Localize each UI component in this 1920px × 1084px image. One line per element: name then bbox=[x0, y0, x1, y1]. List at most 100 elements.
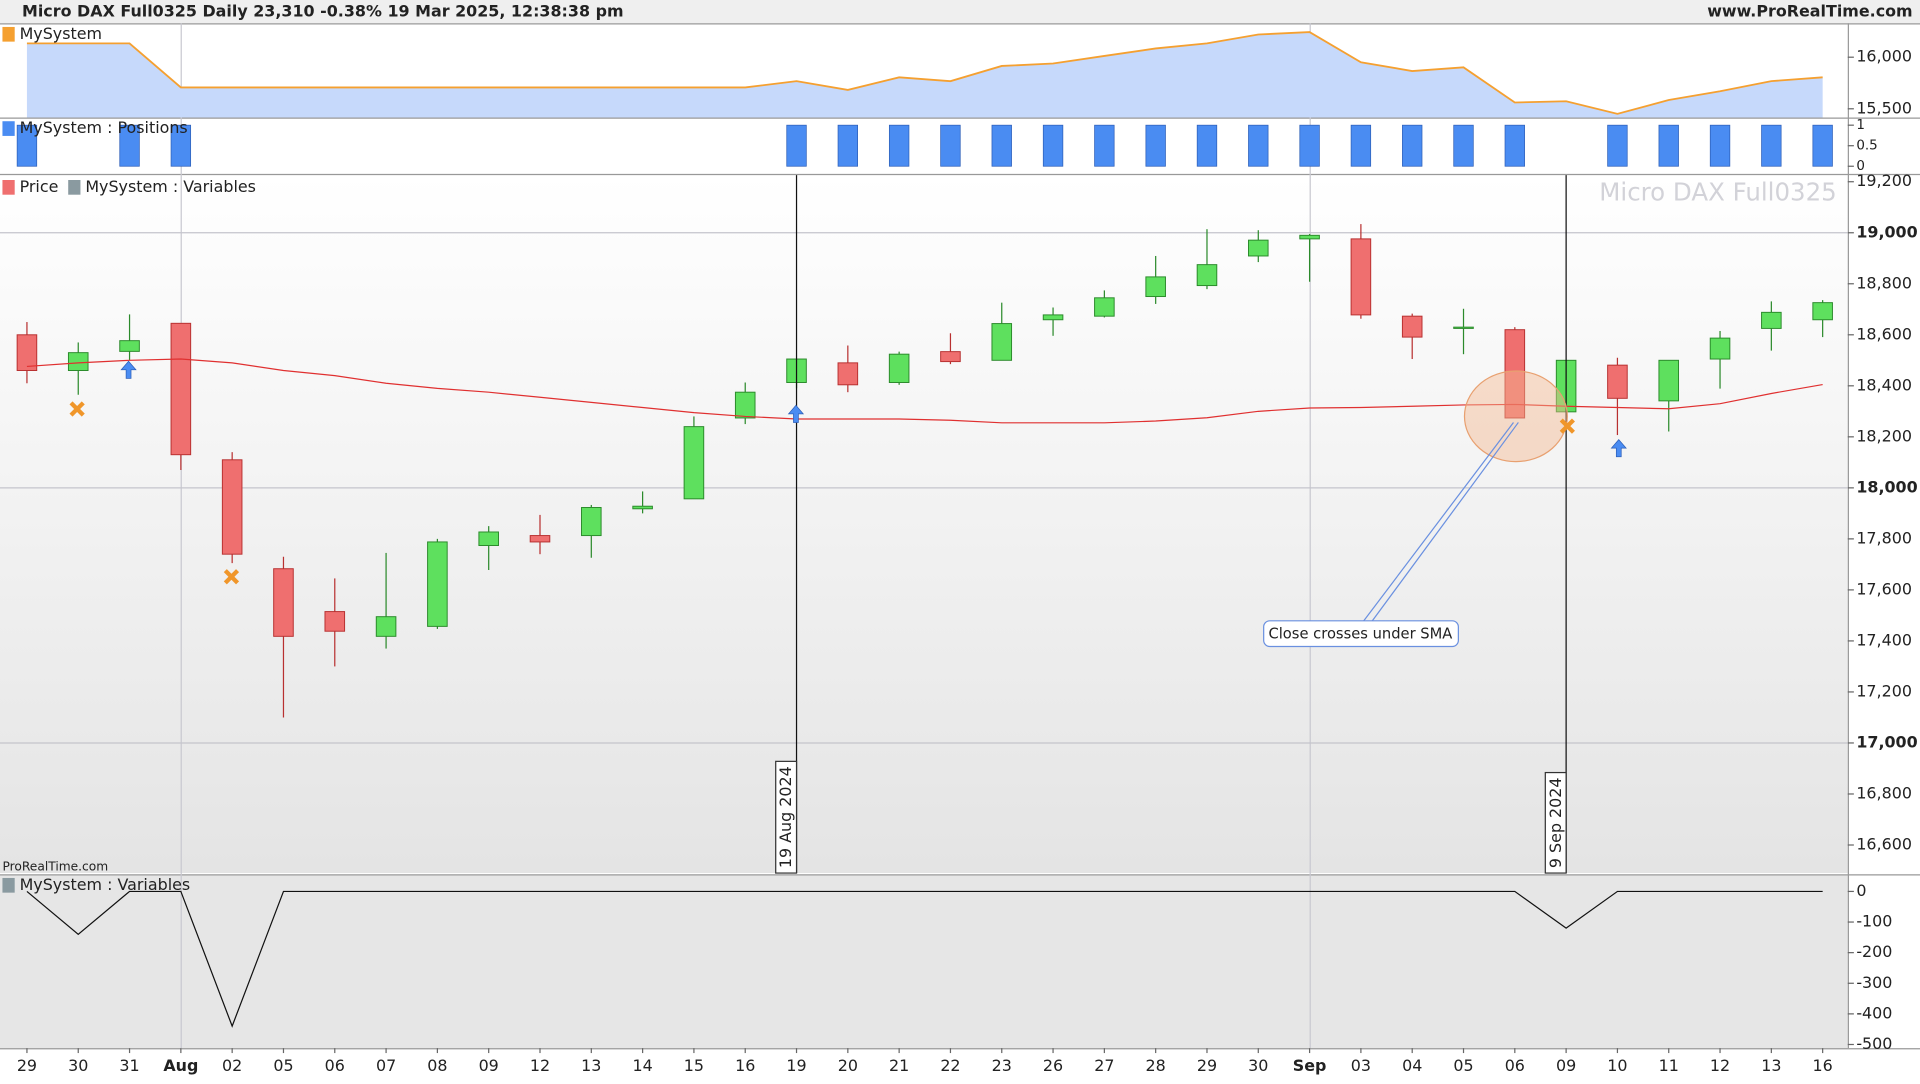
month-lines bbox=[180, 23, 1311, 1049]
candle-body bbox=[1094, 297, 1115, 317]
y-tick-label: 18,000 bbox=[1856, 477, 1917, 496]
y-tick-label: 17,400 bbox=[1856, 630, 1912, 649]
candle-body bbox=[1607, 364, 1628, 399]
candle-body bbox=[683, 426, 705, 500]
callout-line bbox=[1362, 422, 1514, 623]
y-tick-label: -300 bbox=[1856, 973, 1892, 992]
position-bar bbox=[1145, 124, 1166, 167]
y-tick-label: 0 bbox=[1856, 159, 1865, 174]
y-tick-label: 17,200 bbox=[1856, 681, 1912, 700]
candle-body bbox=[1504, 329, 1526, 419]
candle-body bbox=[1042, 314, 1064, 321]
y-tick-label: 19,200 bbox=[1856, 171, 1912, 190]
date-box bbox=[775, 760, 798, 874]
candle-body bbox=[1761, 311, 1782, 329]
position-bar bbox=[991, 124, 1012, 167]
candle-body bbox=[734, 391, 756, 419]
panel-borders bbox=[0, 23, 1920, 1050]
candle-body bbox=[1401, 315, 1423, 338]
y-tick-label: -100 bbox=[1856, 912, 1892, 931]
date-label: 19 Aug 2024 bbox=[775, 760, 798, 874]
legend-chip bbox=[2, 121, 15, 136]
x-tick-label: 12 bbox=[530, 1056, 550, 1075]
position-bar bbox=[1453, 124, 1474, 167]
candle-body bbox=[273, 568, 294, 637]
x-tick-label: 23 bbox=[992, 1056, 1012, 1075]
y-tick-label: 16,600 bbox=[1856, 834, 1912, 853]
panel-label: MySystem : Positions bbox=[20, 118, 188, 137]
date-text: 9 Sep 2024 bbox=[1546, 777, 1565, 868]
x-tick-label: 08 bbox=[427, 1056, 447, 1075]
variables-line bbox=[26, 890, 1823, 1028]
callout-text: Close crosses under SMA bbox=[1268, 625, 1452, 642]
candle-body bbox=[888, 353, 910, 383]
sma-line bbox=[26, 358, 1823, 424]
position-bar bbox=[1658, 124, 1679, 167]
candle-body bbox=[1196, 264, 1218, 287]
legend-chip bbox=[2, 877, 15, 893]
x-tick-label: 06 bbox=[325, 1056, 345, 1075]
candle-body bbox=[1709, 337, 1731, 360]
candle-body bbox=[67, 352, 89, 371]
position-bar bbox=[1607, 124, 1628, 167]
x-tick-label: 29 bbox=[17, 1056, 37, 1075]
x-tick-label: 14 bbox=[632, 1056, 652, 1075]
exit-marker bbox=[1559, 418, 1575, 434]
panel-label: Price bbox=[20, 177, 59, 196]
position-bar bbox=[16, 124, 38, 167]
candle-body bbox=[1247, 239, 1269, 257]
candle-body bbox=[375, 616, 397, 637]
candle-body bbox=[940, 351, 961, 363]
legend-chip bbox=[2, 180, 15, 195]
candle-body bbox=[1453, 326, 1474, 329]
date-box bbox=[1544, 771, 1567, 874]
entry-marker bbox=[1610, 439, 1627, 458]
y-tick-label: 16,800 bbox=[1856, 783, 1912, 802]
position-bar bbox=[1402, 124, 1423, 167]
candle-body bbox=[837, 362, 859, 386]
y-tick-label: 18,600 bbox=[1856, 324, 1912, 343]
candle-body bbox=[991, 323, 1013, 361]
x-tick-label: 27 bbox=[1094, 1056, 1114, 1075]
candle-body bbox=[324, 611, 346, 632]
position-bar bbox=[786, 124, 807, 167]
watermark: Micro DAX Full0325 bbox=[1599, 177, 1836, 206]
y-tick-label: 17,600 bbox=[1856, 579, 1912, 598]
x-tick-label: 30 bbox=[68, 1056, 88, 1075]
x-tick-label: 21 bbox=[889, 1056, 909, 1075]
x-tick-label: 07 bbox=[376, 1056, 396, 1075]
x-tick-label: 09 bbox=[1556, 1056, 1576, 1075]
candle-body bbox=[1350, 238, 1372, 316]
exit-marker bbox=[223, 569, 240, 585]
position-bar bbox=[1350, 124, 1372, 167]
y-tick-label: 0.5 bbox=[1856, 139, 1877, 154]
candle-body bbox=[1299, 234, 1320, 240]
position-bar bbox=[1812, 124, 1833, 167]
position-bar bbox=[940, 124, 961, 167]
position-bar bbox=[1042, 124, 1064, 167]
x-tick-label: 30 bbox=[1248, 1056, 1268, 1075]
entry-marker bbox=[120, 360, 137, 379]
x-tick-label: 22 bbox=[940, 1056, 960, 1075]
x-tick-label: 19 bbox=[786, 1056, 806, 1075]
position-bar bbox=[837, 124, 859, 167]
x-tick-label: 16 bbox=[1813, 1056, 1833, 1075]
position-bar bbox=[1709, 124, 1731, 167]
y-tick-label: 18,800 bbox=[1856, 273, 1912, 292]
x-tick-label: 13 bbox=[581, 1056, 601, 1075]
highlight bbox=[1463, 370, 1568, 463]
candle-body bbox=[581, 507, 602, 537]
callout-line bbox=[1370, 422, 1519, 623]
position-bar bbox=[1504, 124, 1525, 167]
y-tick-label: 19,000 bbox=[1856, 222, 1917, 241]
candle-body bbox=[1658, 359, 1680, 402]
entry-marker bbox=[787, 404, 805, 423]
callout-box bbox=[1263, 620, 1459, 648]
y-tick-label: -200 bbox=[1856, 942, 1892, 961]
candle-body bbox=[1812, 302, 1833, 321]
date-text: 19 Aug 2024 bbox=[776, 766, 795, 868]
position-bar bbox=[1248, 124, 1269, 167]
x-tick-label: Sep bbox=[1293, 1056, 1327, 1075]
header-title: Micro DAX Full0325 Daily 23,310 -0.38% 1… bbox=[22, 2, 624, 21]
